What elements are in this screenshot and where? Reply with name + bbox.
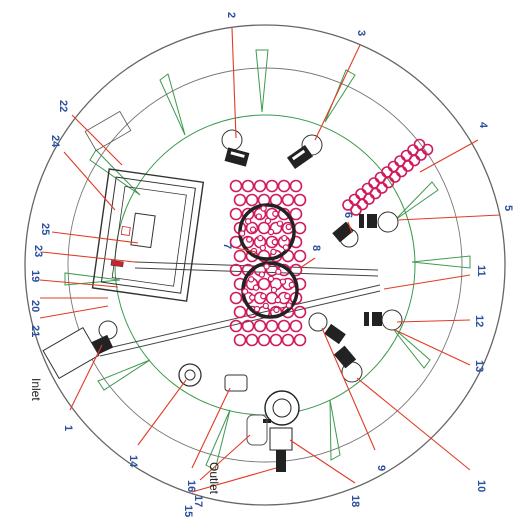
leader-line-12	[396, 319, 471, 323]
leader-line-2	[231, 27, 237, 139]
callout-11: 11	[475, 265, 487, 277]
leader-line-24	[63, 151, 116, 211]
sensor-14	[178, 363, 202, 387]
leader-line-4	[419, 139, 479, 173]
media-cluster-4	[342, 138, 434, 216]
callout-19: 19	[29, 270, 41, 282]
callout-16: 16	[185, 480, 197, 492]
leader-line-7	[235, 247, 257, 253]
callout-9: 9	[375, 465, 387, 471]
leader-lines	[39, 27, 501, 493]
callout-25: 25	[39, 223, 51, 235]
valve-6	[332, 221, 359, 248]
leader-line-14	[137, 379, 187, 446]
leader-line-25	[51, 231, 139, 244]
diffuser-lower	[241, 261, 299, 319]
leader-line-17	[199, 434, 251, 481]
leader-line-22	[71, 114, 123, 166]
callout-20: 20	[29, 300, 41, 312]
callout-17: 17	[192, 495, 204, 507]
callout-3: 3	[355, 30, 367, 36]
outlet-label: Outlet	[207, 462, 221, 495]
callout-15: 15	[182, 505, 194, 517]
callout-22: 22	[57, 100, 69, 112]
callout-21: 21	[29, 325, 41, 337]
callout-13: 13	[473, 360, 485, 372]
leader-line-3	[314, 44, 361, 141]
leader-line-23	[41, 251, 136, 263]
leader-line-13	[394, 329, 471, 366]
inlet-pipe	[42, 326, 100, 380]
callout-8: 8	[310, 245, 322, 251]
callout-4: 4	[477, 122, 489, 129]
tank-outer-wall	[24, 24, 506, 506]
control-box	[91, 168, 205, 302]
leader-line-16	[191, 387, 231, 469]
callout-23: 23	[32, 245, 44, 257]
leader-line-15	[191, 467, 277, 493]
callout-10: 10	[475, 480, 487, 492]
leader-line-6	[347, 221, 353, 234]
leader-line-18	[289, 439, 356, 484]
pump-cable-17	[246, 414, 268, 446]
inlet-label: Inlet	[29, 378, 43, 401]
valve-5	[359, 211, 399, 233]
leader-line-1	[69, 344, 103, 411]
callout-24: 24	[49, 135, 61, 148]
leader-line-21	[39, 305, 109, 319]
callout-2: 2	[225, 12, 237, 18]
callout-18: 18	[349, 495, 361, 507]
callout-7: 7	[221, 243, 233, 249]
leader-line-9	[321, 327, 376, 451]
leader-line-11	[383, 274, 471, 290]
box-lid	[84, 110, 132, 152]
leader-line-19	[39, 279, 119, 288]
valve-10	[333, 345, 363, 383]
leader-line-10	[356, 377, 471, 471]
tank-inner-wall	[67, 67, 463, 463]
float-switch-16	[224, 374, 248, 392]
callout-1: 1	[62, 425, 74, 431]
callout-6: 6	[342, 212, 354, 218]
valve-12	[364, 309, 403, 331]
leader-line-5	[397, 214, 501, 221]
valve-3	[286, 134, 323, 170]
leader-line-8	[299, 257, 316, 269]
callout-12: 12	[473, 315, 485, 327]
callout-5: 5	[502, 205, 514, 211]
valve-2	[221, 129, 250, 167]
diffuser-upper	[238, 203, 296, 261]
callout-14: 14	[127, 455, 139, 468]
valve-9	[308, 312, 346, 345]
